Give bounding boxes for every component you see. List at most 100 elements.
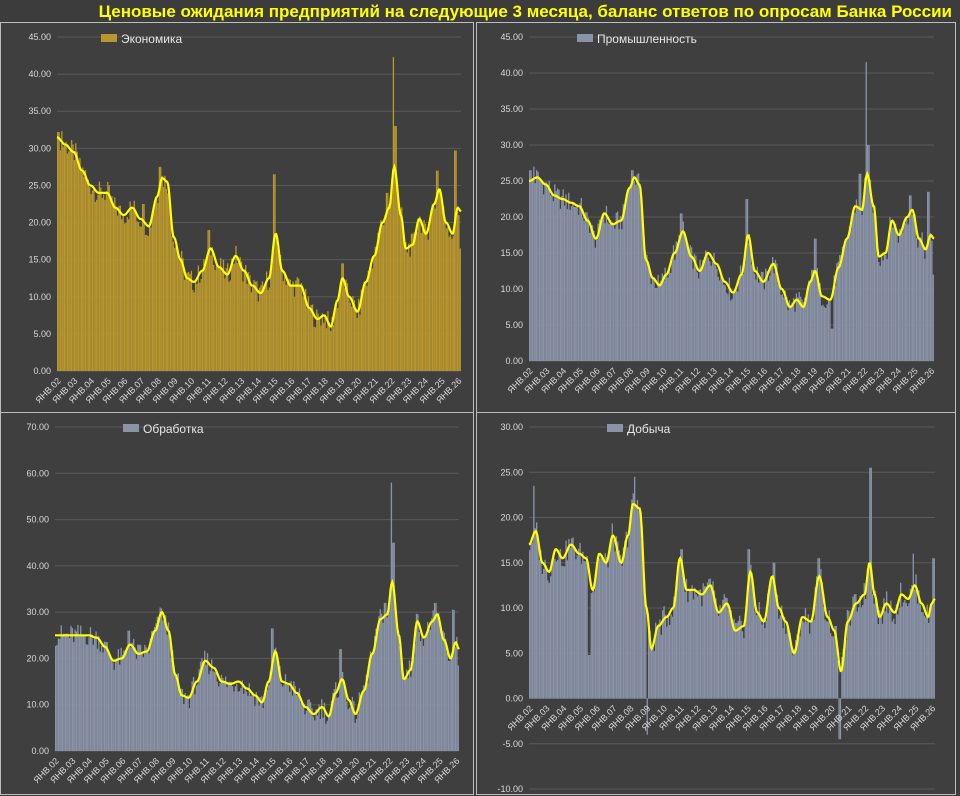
bar [735, 290, 738, 361]
bar [692, 268, 694, 361]
bar [133, 638, 135, 751]
bar [313, 326, 315, 371]
bar [707, 257, 710, 361]
bar [63, 145, 66, 371]
bar [725, 292, 728, 361]
bar [190, 270, 193, 371]
bar [722, 599, 724, 699]
bar [884, 611, 886, 699]
bar [674, 601, 676, 699]
bar [304, 288, 307, 371]
bar [792, 297, 795, 361]
bar [174, 247, 176, 371]
bar [105, 191, 108, 371]
bar [653, 651, 655, 699]
legend-swatch [607, 424, 623, 432]
bar [127, 630, 129, 751]
bar [113, 669, 115, 751]
bar [765, 620, 767, 699]
bar [810, 619, 812, 699]
chart-panel-economy: 0.00 5.00 10.00 15.00 20.00 25.00 30.00 35.00 40… [0, 22, 474, 414]
bar [544, 182, 546, 361]
bar [381, 225, 383, 371]
bar [698, 590, 700, 699]
bar [713, 590, 716, 699]
bar [236, 684, 238, 751]
bar [564, 566, 566, 699]
bar [721, 277, 724, 361]
bar [912, 553, 914, 699]
bar [587, 655, 590, 699]
bar [869, 467, 871, 699]
bar [889, 217, 891, 361]
bar [607, 222, 609, 361]
bar [690, 590, 692, 699]
bar [293, 296, 296, 371]
bar [618, 550, 620, 699]
bar [399, 208, 402, 371]
bar [157, 202, 159, 371]
bar [201, 658, 203, 751]
bar [772, 257, 774, 361]
bar [621, 229, 623, 361]
bar [880, 254, 883, 361]
bar [587, 217, 589, 361]
bar [366, 285, 368, 371]
legend-swatch [101, 34, 117, 42]
bar [720, 273, 722, 361]
bar [360, 695, 362, 751]
bar [109, 199, 112, 371]
bar [292, 281, 294, 371]
bar [243, 269, 245, 371]
bar [415, 236, 417, 371]
bar [734, 623, 737, 699]
bar [760, 615, 762, 699]
bar [659, 619, 661, 699]
bar [148, 223, 151, 371]
bar [744, 263, 746, 361]
bar [346, 282, 349, 371]
bar [531, 542, 534, 699]
bar [66, 633, 68, 751]
bar [816, 268, 819, 361]
bar [867, 567, 870, 699]
bar [739, 615, 741, 699]
bar [618, 229, 620, 361]
bar [219, 258, 222, 371]
bar [931, 240, 933, 361]
bar [159, 607, 161, 751]
bar [557, 559, 559, 699]
bar [73, 159, 76, 371]
bar [809, 633, 811, 699]
bar [913, 213, 915, 361]
bar [402, 228, 404, 371]
bar [303, 296, 305, 371]
bar [300, 703, 302, 751]
bar [128, 219, 130, 371]
bar [140, 226, 142, 371]
bar [762, 618, 765, 699]
bar [591, 225, 594, 361]
bar [634, 476, 636, 699]
bar [248, 683, 250, 751]
bar [778, 618, 780, 699]
bar [619, 216, 622, 361]
bar [684, 232, 686, 361]
bar [290, 680, 292, 751]
bar [328, 322, 330, 371]
bar [792, 655, 794, 699]
bar [111, 196, 113, 371]
bar [351, 696, 354, 751]
bar [573, 548, 576, 699]
bar [593, 230, 595, 361]
bar [907, 224, 909, 361]
bar [215, 263, 218, 371]
bar [734, 290, 736, 361]
bar [339, 288, 342, 371]
bar [82, 167, 84, 371]
bar [770, 267, 772, 361]
bar [628, 189, 630, 361]
bar [547, 580, 549, 699]
bar [436, 612, 439, 751]
bar [862, 604, 864, 699]
